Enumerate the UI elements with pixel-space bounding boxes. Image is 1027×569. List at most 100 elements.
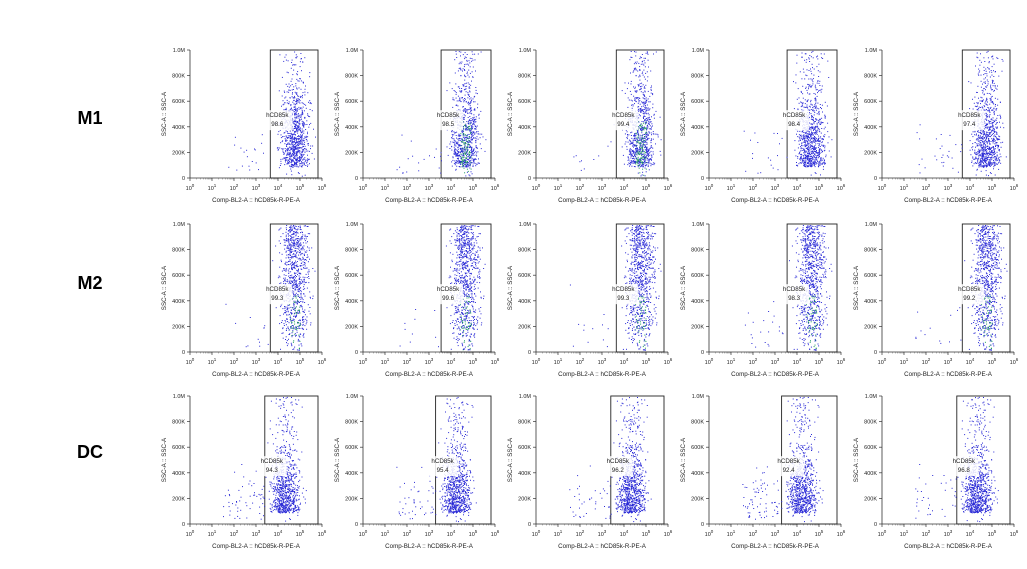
event-point — [802, 93, 804, 95]
event-point — [632, 149, 634, 151]
event-point — [634, 160, 636, 162]
event-point — [805, 150, 807, 152]
event-point — [939, 148, 941, 150]
event-point — [989, 159, 991, 161]
event-point — [303, 148, 305, 149]
event-point — [985, 166, 987, 168]
event-point — [797, 157, 799, 159]
event-point — [813, 121, 815, 123]
event-point — [303, 103, 305, 105]
event-point — [299, 129, 301, 131]
event-point — [641, 128, 643, 130]
event-point — [817, 92, 818, 94]
event-point — [993, 130, 995, 132]
event-point — [637, 139, 639, 141]
event-point — [292, 119, 294, 121]
event-point — [285, 139, 287, 141]
y-tick-label: 600K — [864, 99, 877, 105]
event-point — [473, 158, 475, 160]
event-point — [982, 156, 984, 157]
event-point — [997, 139, 999, 141]
event-point — [290, 67, 292, 69]
event-point — [995, 87, 997, 89]
event-point — [633, 162, 635, 164]
event-point — [976, 169, 978, 171]
event-point — [633, 145, 635, 147]
event-point — [642, 165, 644, 167]
event-point — [972, 108, 974, 110]
event-point — [457, 162, 459, 164]
event-point — [286, 71, 288, 73]
event-point — [647, 124, 648, 126]
event-point — [295, 147, 297, 149]
gate-label-bg — [433, 110, 464, 131]
event-point — [470, 136, 472, 138]
event-point — [294, 141, 296, 143]
event-point — [987, 163, 989, 165]
event-point — [467, 143, 469, 145]
event-point — [985, 174, 987, 176]
event-point — [440, 152, 442, 154]
event-point — [804, 145, 806, 147]
event-point — [642, 74, 644, 76]
event-point — [465, 91, 467, 93]
event-point — [642, 122, 644, 124]
event-point — [637, 102, 639, 104]
event-point — [281, 141, 283, 143]
event-point — [999, 121, 1000, 123]
event-point — [465, 138, 467, 140]
event-point — [818, 166, 819, 168]
event-point — [474, 109, 476, 111]
event-point — [298, 141, 300, 142]
event-point — [818, 89, 820, 91]
event-point — [287, 150, 289, 152]
event-point — [988, 109, 990, 111]
event-point — [803, 141, 805, 143]
event-point — [978, 137, 980, 139]
event-point — [301, 110, 303, 112]
event-point — [647, 117, 649, 119]
event-point — [819, 152, 821, 154]
event-point — [438, 167, 440, 169]
event-point — [809, 116, 810, 118]
event-point — [635, 68, 637, 70]
event-point — [942, 165, 944, 167]
event-point — [652, 147, 654, 149]
event-point — [772, 167, 774, 169]
event-point — [641, 141, 643, 142]
event-point — [474, 101, 476, 103]
event-point — [804, 139, 805, 141]
event-point — [818, 152, 820, 154]
event-point — [803, 138, 805, 139]
event-point — [301, 140, 303, 142]
event-point — [645, 52, 647, 54]
event-point — [637, 150, 639, 152]
event-point — [810, 113, 812, 115]
x-tick-label: 104 — [793, 183, 802, 192]
event-point — [808, 164, 810, 166]
event-point — [295, 120, 297, 122]
event-point — [989, 114, 991, 116]
event-point — [285, 150, 286, 152]
event-point — [813, 114, 815, 116]
event-point — [449, 143, 451, 145]
event-point — [919, 138, 921, 140]
event-point — [919, 172, 921, 174]
event-point — [291, 96, 293, 98]
event-point — [989, 71, 991, 73]
event-point — [640, 144, 642, 146]
event-point — [812, 57, 814, 59]
event-point — [646, 151, 647, 153]
event-point — [470, 155, 472, 157]
event-point — [987, 104, 989, 106]
y-tick-label: 800K — [345, 74, 358, 80]
event-point — [978, 143, 980, 145]
event-point — [640, 110, 642, 112]
event-point — [995, 123, 997, 125]
event-point — [645, 119, 647, 121]
event-point — [646, 122, 648, 124]
event-point — [635, 146, 637, 148]
event-point — [290, 136, 292, 138]
y-tick-label: 400K — [172, 125, 185, 131]
event-point — [651, 126, 652, 128]
